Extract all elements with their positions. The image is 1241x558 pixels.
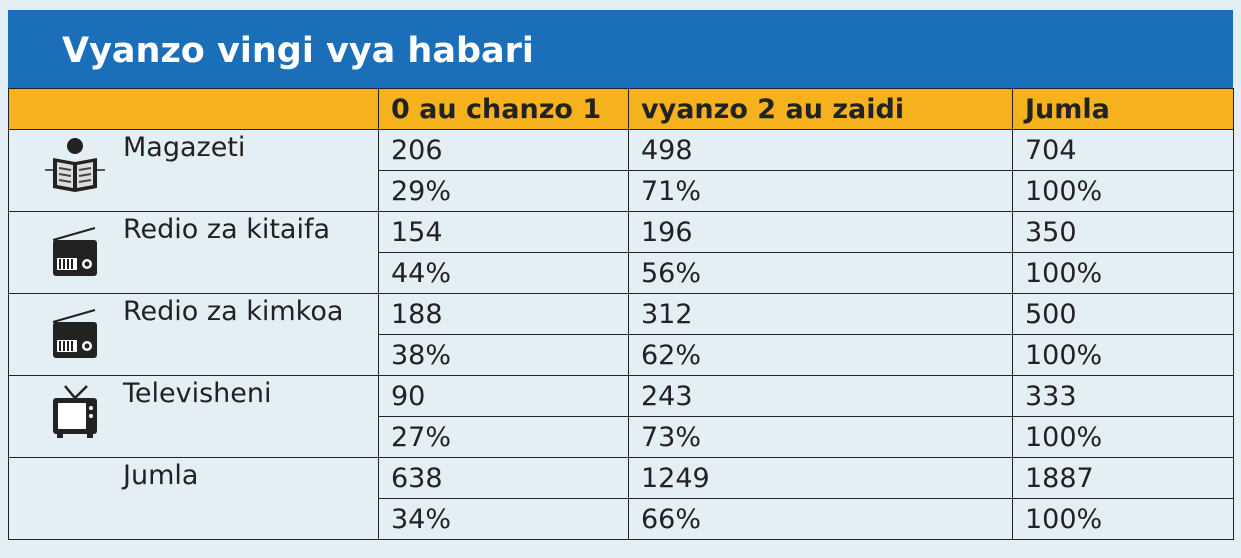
percent-cell: 38% <box>378 334 629 376</box>
table-row: Televisheni 90 243 333 <box>8 375 1234 458</box>
table-row: Magazeti 206 498 704 <box>8 129 1234 212</box>
count-cell: 1887 <box>1012 457 1234 499</box>
header-cell: Jumla <box>1012 88 1234 130</box>
percent-cell: 62% <box>628 334 1013 376</box>
row-label: Jumla <box>123 460 199 491</box>
table-row: 27% 73% 100% <box>9 416 1234 458</box>
count-cell: 206 <box>378 129 629 171</box>
icon <box>52 309 97 358</box>
count-cell: 90 <box>378 375 629 417</box>
count-cell: 196 <box>628 211 1013 253</box>
row-label-cell: Televisheni <box>8 375 379 458</box>
percent-cell: 34% <box>378 498 629 540</box>
header-cell: 0 au chanzo 1 <box>378 88 629 130</box>
table-row: Redio za kitaifa 154 196 350 <box>8 211 1234 294</box>
percent-cell: 100% <box>1012 252 1234 294</box>
count-cell: 188 <box>378 293 629 335</box>
table-row: Jumla 638 1249 1887 <box>8 457 1234 540</box>
percent-cell: 73% <box>628 416 1013 458</box>
count-cell: 333 <box>1012 375 1234 417</box>
row-label-cell: Redio za kitaifa <box>8 211 379 294</box>
table-row: Redio za kimkoa 188 312 500 <box>8 293 1234 376</box>
row-label: Redio za kitaifa <box>123 214 331 245</box>
row-label-cell: Redio za kimkoa <box>8 293 379 376</box>
percent-cell: 29% <box>378 170 629 212</box>
percent-cell: 71% <box>628 170 1013 212</box>
header-cell <box>8 88 379 130</box>
row-label-cell: Magazeti <box>8 129 379 212</box>
table-row: 34% 66% 100% <box>9 498 1234 540</box>
percent-cell: 56% <box>628 252 1013 294</box>
row-label: Magazeti <box>123 132 246 163</box>
header-cell: vyanzo 2 au zaidi <box>628 88 1013 130</box>
percent-cell: 100% <box>1012 334 1234 376</box>
count-cell: 500 <box>1012 293 1234 335</box>
count-cell: 704 <box>1012 129 1234 171</box>
percent-cell: 66% <box>628 498 1013 540</box>
percent-cell: 44% <box>378 252 629 294</box>
count-cell: 312 <box>628 293 1013 335</box>
table-row: 38% 62% 100% <box>9 334 1234 376</box>
count-cell: 350 <box>1012 211 1234 253</box>
icon <box>53 385 97 438</box>
count-cell: 243 <box>628 375 1013 417</box>
row-label: Televisheni <box>123 378 272 409</box>
icon <box>45 138 105 192</box>
percent-cell: 100% <box>1012 416 1234 458</box>
count-cell: 498 <box>628 129 1013 171</box>
table: 0 au chanzo 1 vyanzo 2 au zaidi Jumla Ma… <box>8 88 1234 540</box>
header-row: 0 au chanzo 1 vyanzo 2 au zaidi Jumla <box>8 88 1234 130</box>
count-cell: 638 <box>378 457 629 499</box>
row-label: Redio za kimkoa <box>123 296 344 327</box>
icon <box>52 227 97 276</box>
percent-cell: 27% <box>378 416 629 458</box>
title-bar: Vyanzo vingi vya habari <box>8 10 1233 88</box>
row-label-cell: Jumla <box>8 457 379 540</box>
table-row: 29% 71% 100% <box>9 170 1234 212</box>
count-cell: 1249 <box>628 457 1013 499</box>
count-cell: 154 <box>378 211 629 253</box>
percent-cell: 100% <box>1012 498 1234 540</box>
table-row: 44% 56% 100% <box>9 252 1234 294</box>
percent-cell: 100% <box>1012 170 1234 212</box>
